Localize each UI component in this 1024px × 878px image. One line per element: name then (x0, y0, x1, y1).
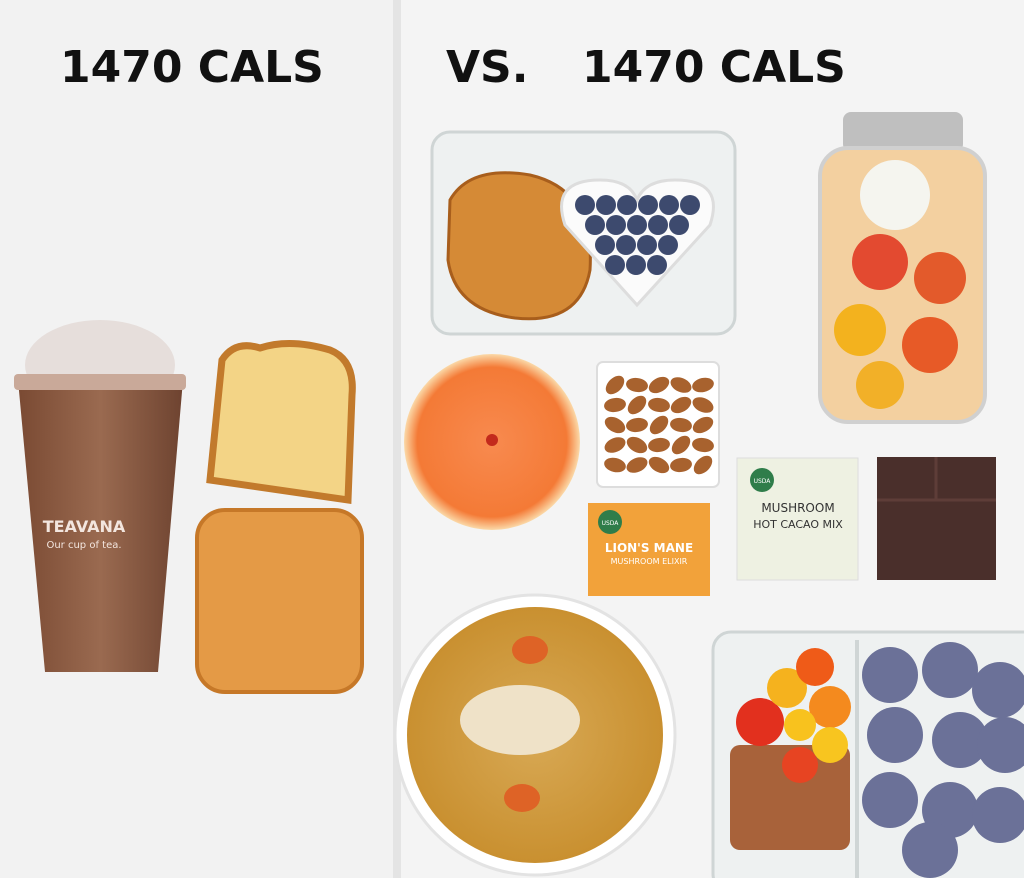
carrot (504, 784, 540, 812)
tomato (809, 686, 851, 728)
tomato (812, 727, 848, 763)
cup-lid (14, 374, 186, 390)
almond (604, 416, 626, 434)
floret (922, 642, 978, 698)
blueberry (596, 195, 616, 215)
almond (605, 375, 625, 395)
floret (932, 712, 988, 768)
tomato (784, 709, 816, 741)
almond (626, 377, 648, 393)
chicken (460, 685, 580, 755)
ground-meat (730, 745, 850, 850)
grapefruit-center (486, 434, 498, 446)
packet-title: LION'S MANE (605, 541, 693, 555)
blueberries (575, 195, 700, 275)
almond (692, 437, 714, 453)
packet-subtitle: MUSHROOM ELIXIR (611, 557, 688, 566)
almond (648, 437, 670, 453)
cup-tagline: Our cup of tea. (46, 540, 121, 551)
almond (604, 437, 626, 453)
almond (604, 397, 626, 413)
almond (626, 457, 648, 473)
blueberry (605, 255, 625, 275)
blueberry (585, 215, 605, 235)
floret (972, 787, 1024, 843)
vs-label: VS. (446, 42, 528, 93)
blueberry (680, 195, 700, 215)
tomato (767, 668, 807, 708)
usda-badge (750, 468, 774, 492)
blueberry (659, 195, 679, 215)
purple-cauliflower (862, 642, 1024, 878)
almond (648, 456, 670, 474)
blueberry (638, 195, 658, 215)
pancake (446, 171, 592, 321)
blueberry (575, 195, 595, 215)
tomato (782, 747, 818, 783)
tomato (914, 252, 966, 304)
almonds (604, 375, 714, 475)
floret (867, 707, 923, 763)
almond (648, 376, 670, 394)
jar-lid (843, 112, 963, 152)
almond (627, 395, 647, 415)
almond (626, 417, 648, 433)
packet-title: MUSHROOM (761, 501, 834, 515)
blueberry (595, 235, 615, 255)
carrot (512, 636, 548, 664)
pepper (834, 304, 886, 356)
usda-text: USDA (754, 478, 772, 485)
blueberry (647, 255, 667, 275)
pastry (195, 508, 364, 694)
almond (670, 417, 692, 433)
floret (902, 822, 958, 878)
almond (670, 377, 692, 393)
usda-badge (598, 510, 622, 534)
floret (977, 717, 1024, 773)
almond (692, 416, 714, 434)
blueberry (627, 215, 647, 235)
egg (860, 160, 930, 230)
blueberry (637, 235, 657, 255)
tomato (736, 698, 784, 746)
blueberry (648, 215, 668, 235)
floret (972, 662, 1024, 718)
right-heading: 1470 CALS (582, 42, 846, 93)
packet-subtitle: HOT CACAO MIX (753, 518, 843, 531)
tomato (852, 234, 908, 290)
almond (692, 377, 714, 393)
almond (671, 435, 691, 455)
blueberry (606, 215, 626, 235)
almond (670, 457, 692, 473)
tomato (902, 317, 958, 373)
cup (18, 380, 183, 672)
almond (649, 415, 669, 435)
usda-text: USDA (602, 520, 620, 527)
blueberry (626, 255, 646, 275)
pepper (856, 361, 904, 409)
tomato (796, 648, 834, 686)
blueberry (616, 235, 636, 255)
blueberry (617, 195, 637, 215)
blueberry (669, 215, 689, 235)
floret (862, 647, 918, 703)
cup-brand: TEAVANA (43, 517, 126, 536)
almond (648, 397, 670, 413)
blueberry (658, 235, 678, 255)
almond (626, 436, 648, 454)
divider (393, 0, 401, 878)
pound-cake-slice (206, 339, 356, 505)
almond (693, 455, 713, 475)
almond (670, 396, 692, 414)
almond (604, 457, 626, 473)
floret (862, 772, 918, 828)
left-heading: 1470 CALS (60, 42, 324, 93)
almond (692, 397, 714, 413)
